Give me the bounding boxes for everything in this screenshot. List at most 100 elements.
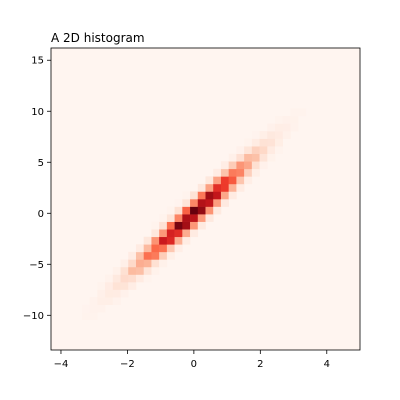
histogram-bin bbox=[275, 138, 284, 147]
histogram-bin bbox=[159, 229, 168, 238]
histogram-bin bbox=[197, 206, 206, 215]
histogram-bin bbox=[112, 297, 121, 305]
histogram-bin bbox=[174, 244, 183, 253]
histogram-bin bbox=[267, 153, 276, 162]
histogram-bin bbox=[105, 297, 114, 305]
histogram-bin bbox=[205, 183, 214, 192]
histogram-bin bbox=[236, 146, 245, 154]
histogram-bin bbox=[120, 266, 129, 275]
histogram-bin bbox=[166, 229, 175, 238]
histogram-bin bbox=[190, 199, 199, 207]
histogram-bin bbox=[105, 282, 114, 290]
histogram-bin bbox=[159, 259, 168, 268]
histogram-bin bbox=[89, 312, 98, 321]
histogram-bin bbox=[220, 168, 229, 177]
histogram-bin bbox=[228, 153, 237, 162]
histogram-bin bbox=[205, 206, 214, 215]
histogram-bin bbox=[197, 199, 206, 207]
histogram-bin bbox=[251, 153, 260, 162]
histogram-bin bbox=[159, 236, 168, 245]
histogram-bin bbox=[244, 161, 253, 170]
histogram-bin bbox=[197, 191, 206, 200]
x-tick-label: 0 bbox=[191, 359, 197, 370]
histogram-bin bbox=[159, 214, 168, 222]
histogram-bin bbox=[236, 153, 245, 162]
histogram-bin bbox=[220, 183, 229, 192]
histogram-bin bbox=[128, 266, 137, 275]
histogram-bin bbox=[213, 176, 222, 185]
plot-area bbox=[51, 48, 360, 350]
histogram-bin bbox=[143, 236, 152, 245]
histogram-bin bbox=[213, 191, 222, 200]
histogram-bin bbox=[282, 131, 291, 139]
histogram-bin bbox=[166, 221, 175, 230]
x-axis: −4 −2 0 2 4 bbox=[54, 350, 330, 370]
histogram-bin bbox=[275, 131, 284, 139]
histogram-bin bbox=[97, 289, 106, 298]
y-tick-label: −10 bbox=[23, 311, 44, 322]
histogram-bin bbox=[259, 146, 268, 154]
histogram-bin bbox=[251, 131, 260, 139]
histogram-bin bbox=[251, 161, 260, 170]
histogram-bin bbox=[135, 259, 144, 268]
histogram-bin bbox=[105, 274, 114, 283]
histogram-bin bbox=[174, 206, 183, 215]
histogram-bin bbox=[205, 191, 214, 200]
histogram-bin bbox=[244, 146, 253, 154]
histogram-bin bbox=[174, 236, 183, 245]
histogram-bin bbox=[220, 161, 229, 170]
histogram-bin bbox=[182, 214, 191, 222]
x-tick-label: 2 bbox=[257, 359, 263, 370]
histogram-bin bbox=[89, 297, 98, 305]
histogram-bin bbox=[159, 244, 168, 253]
histogram-bin bbox=[135, 274, 144, 283]
chart-title: A 2D histogram bbox=[51, 31, 145, 45]
histogram-bin bbox=[228, 191, 237, 200]
histogram-bin bbox=[275, 123, 284, 132]
histogram-bin bbox=[290, 123, 299, 132]
histogram-bin bbox=[213, 199, 222, 207]
histogram-bin bbox=[120, 274, 129, 283]
histogram-bin bbox=[251, 168, 260, 177]
histogram-bin bbox=[182, 206, 191, 215]
histogram-bin bbox=[244, 176, 253, 185]
histogram-bin bbox=[97, 297, 106, 305]
histogram-bin bbox=[135, 266, 144, 275]
x-tick-label: 4 bbox=[324, 359, 330, 370]
y-tick-label: −5 bbox=[29, 260, 44, 271]
histogram-bin bbox=[197, 183, 206, 192]
histogram-bin bbox=[151, 266, 160, 275]
histogram-bin bbox=[197, 214, 206, 222]
y-tick-label: 5 bbox=[38, 158, 44, 169]
histogram-bin bbox=[282, 123, 291, 132]
histogram-bin bbox=[159, 251, 168, 260]
histogram-bin bbox=[151, 221, 160, 230]
histogram-bin bbox=[244, 153, 253, 162]
histogram-bin bbox=[267, 138, 276, 147]
histogram-bin bbox=[166, 206, 175, 215]
histogram-bin bbox=[290, 115, 299, 124]
histogram-bin bbox=[275, 115, 284, 124]
histogram-bin bbox=[190, 214, 199, 222]
histogram-bin bbox=[120, 259, 129, 268]
histogram-bin bbox=[143, 244, 152, 253]
histogram-bin bbox=[143, 266, 152, 275]
histogram-bin bbox=[151, 251, 160, 260]
histogram-bin bbox=[190, 221, 199, 230]
histogram-bin bbox=[128, 259, 137, 268]
histogram-bin bbox=[236, 183, 245, 192]
histogram-bin bbox=[143, 251, 152, 260]
histogram-bin bbox=[267, 146, 276, 154]
histogram-bin bbox=[190, 191, 199, 200]
histogram-bin bbox=[81, 304, 90, 313]
histogram-bin bbox=[267, 123, 276, 132]
histogram-bin bbox=[213, 183, 222, 192]
histogram-bin bbox=[275, 146, 284, 154]
histogram-bin bbox=[182, 199, 191, 207]
histogram-bin bbox=[220, 191, 229, 200]
histogram-bin bbox=[120, 282, 129, 290]
histogram-bin bbox=[166, 214, 175, 222]
histogram-bin bbox=[205, 199, 214, 207]
